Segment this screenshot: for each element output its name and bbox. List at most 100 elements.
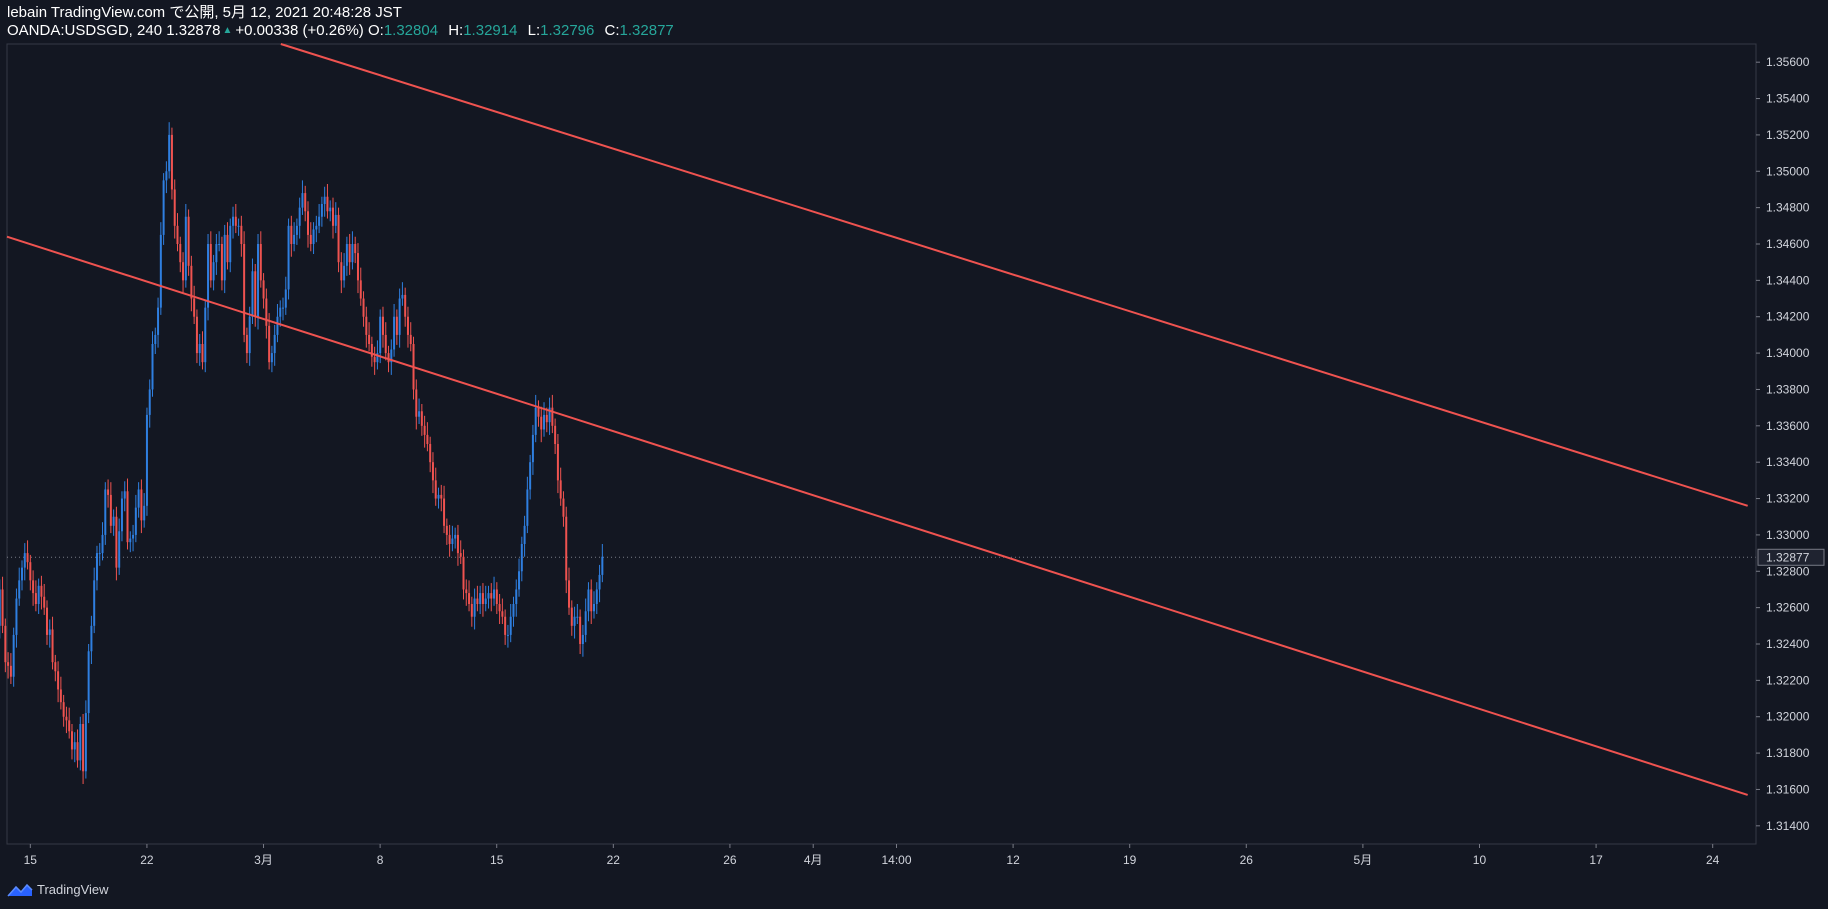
- time-tick-label: 10: [1473, 853, 1487, 867]
- candle-body: [359, 280, 362, 299]
- candle-body: [159, 234, 162, 308]
- candle-body: [418, 411, 421, 417]
- candle-body: [470, 604, 473, 617]
- price-tick-label: 1.31400: [1766, 819, 1810, 833]
- candle-body: [443, 498, 446, 526]
- candle-body: [365, 316, 368, 335]
- candle-body: [495, 589, 498, 604]
- candle-body: [232, 216, 235, 226]
- candle-body: [481, 593, 484, 604]
- price-tick-label: 1.34000: [1766, 346, 1810, 360]
- candle-body: [9, 665, 12, 677]
- price-tick-label: 1.33200: [1766, 492, 1810, 506]
- candle-body: [565, 516, 568, 581]
- footer-brand: TradingView: [7, 882, 109, 897]
- candle-body: [590, 589, 593, 612]
- candle-body: [18, 580, 21, 599]
- candle-body: [254, 271, 257, 317]
- candle-body: [556, 444, 559, 481]
- low-value: 1.32796: [540, 22, 595, 39]
- candle-body: [468, 593, 471, 604]
- price-tick-label: 1.31600: [1766, 782, 1810, 796]
- candle-body: [551, 407, 554, 426]
- candle-body: [132, 534, 135, 539]
- candle-body: [62, 702, 65, 717]
- candle-body: [579, 616, 582, 644]
- candle-body: [479, 593, 482, 604]
- candle-body: [284, 289, 287, 308]
- candle-body: [129, 538, 132, 543]
- candle-body: [76, 742, 79, 761]
- candle-body: [229, 225, 232, 263]
- candle-body: [370, 344, 373, 357]
- candle-body: [404, 294, 407, 317]
- channel-lower-line: [6, 235, 1748, 796]
- candle-body: [298, 207, 301, 226]
- price-tick-label: 1.32200: [1766, 673, 1810, 687]
- candle-body: [537, 407, 540, 417]
- time-axis[interactable]: 15 22 3月 8 15 22 26 4月 14:00 12 19 26 5月 10 17 24: [7, 843, 1756, 867]
- candle-body: [426, 434, 429, 444]
- candle-body: [462, 556, 465, 590]
- time-tick-label: 4月: [804, 853, 823, 867]
- candle-body: [348, 244, 351, 263]
- candle-body: [334, 214, 337, 226]
- candle-body: [120, 498, 123, 532]
- candle-body: [523, 525, 526, 544]
- candle-body: [387, 353, 390, 363]
- candle-body: [40, 585, 43, 597]
- candle-body: [107, 489, 110, 495]
- candle-body: [301, 193, 304, 208]
- candle-body: [173, 189, 176, 226]
- candle-body: [440, 494, 443, 499]
- candle-body: [398, 298, 401, 335]
- candle-body: [484, 598, 487, 604]
- up-arrow-icon: ▲: [222, 25, 233, 36]
- candle-body: [487, 593, 490, 599]
- price-tick-label: 1.35200: [1766, 128, 1810, 142]
- candle-body: [43, 596, 46, 608]
- candle-body: [157, 307, 160, 335]
- candle-body: [601, 556, 604, 575]
- candle-body: [279, 307, 282, 317]
- candle-body: [595, 589, 598, 604]
- candle-body: [331, 207, 334, 226]
- candle-body: [34, 593, 37, 604]
- candle-body: [373, 356, 376, 363]
- candle-body: [545, 414, 548, 423]
- candle-body: [115, 516, 118, 568]
- candle-body: [251, 271, 254, 317]
- candle-body: [509, 616, 512, 635]
- candle-body: [118, 531, 121, 568]
- candle-body: [307, 211, 310, 235]
- price-axis[interactable]: 1.35600 1.35400 1.35200 1.35000 1.34800 1.346…: [1755, 44, 1825, 844]
- trend-channel[interactable]: [6, 43, 1748, 796]
- time-tick-label: 26: [723, 853, 737, 867]
- candle-body: [79, 724, 82, 761]
- price-tick-label: 1.35000: [1766, 164, 1810, 178]
- candle-body: [184, 216, 187, 281]
- candle-body: [534, 407, 537, 435]
- candle-body: [401, 294, 404, 299]
- candle-body: [270, 353, 273, 363]
- candle-body: [168, 134, 171, 172]
- candle-body: [234, 216, 237, 226]
- candle-body: [220, 244, 223, 281]
- candle-body: [381, 316, 384, 335]
- candle-body: [343, 265, 346, 281]
- candle-body: [23, 553, 26, 568]
- candle-body: [584, 611, 587, 635]
- candle-body: [529, 462, 532, 490]
- candle-body: [512, 604, 515, 617]
- candle-body: [323, 196, 326, 204]
- candle-body: [454, 534, 457, 539]
- price-tick-label: 1.32000: [1766, 710, 1810, 724]
- candle-body: [190, 265, 193, 299]
- candle-body: [48, 629, 51, 635]
- candle-body: [51, 629, 54, 663]
- time-tick-label: 15: [24, 853, 38, 867]
- price-tick-label: 1.33800: [1766, 382, 1810, 396]
- candle-body: [29, 562, 32, 581]
- candle-body: [384, 334, 387, 354]
